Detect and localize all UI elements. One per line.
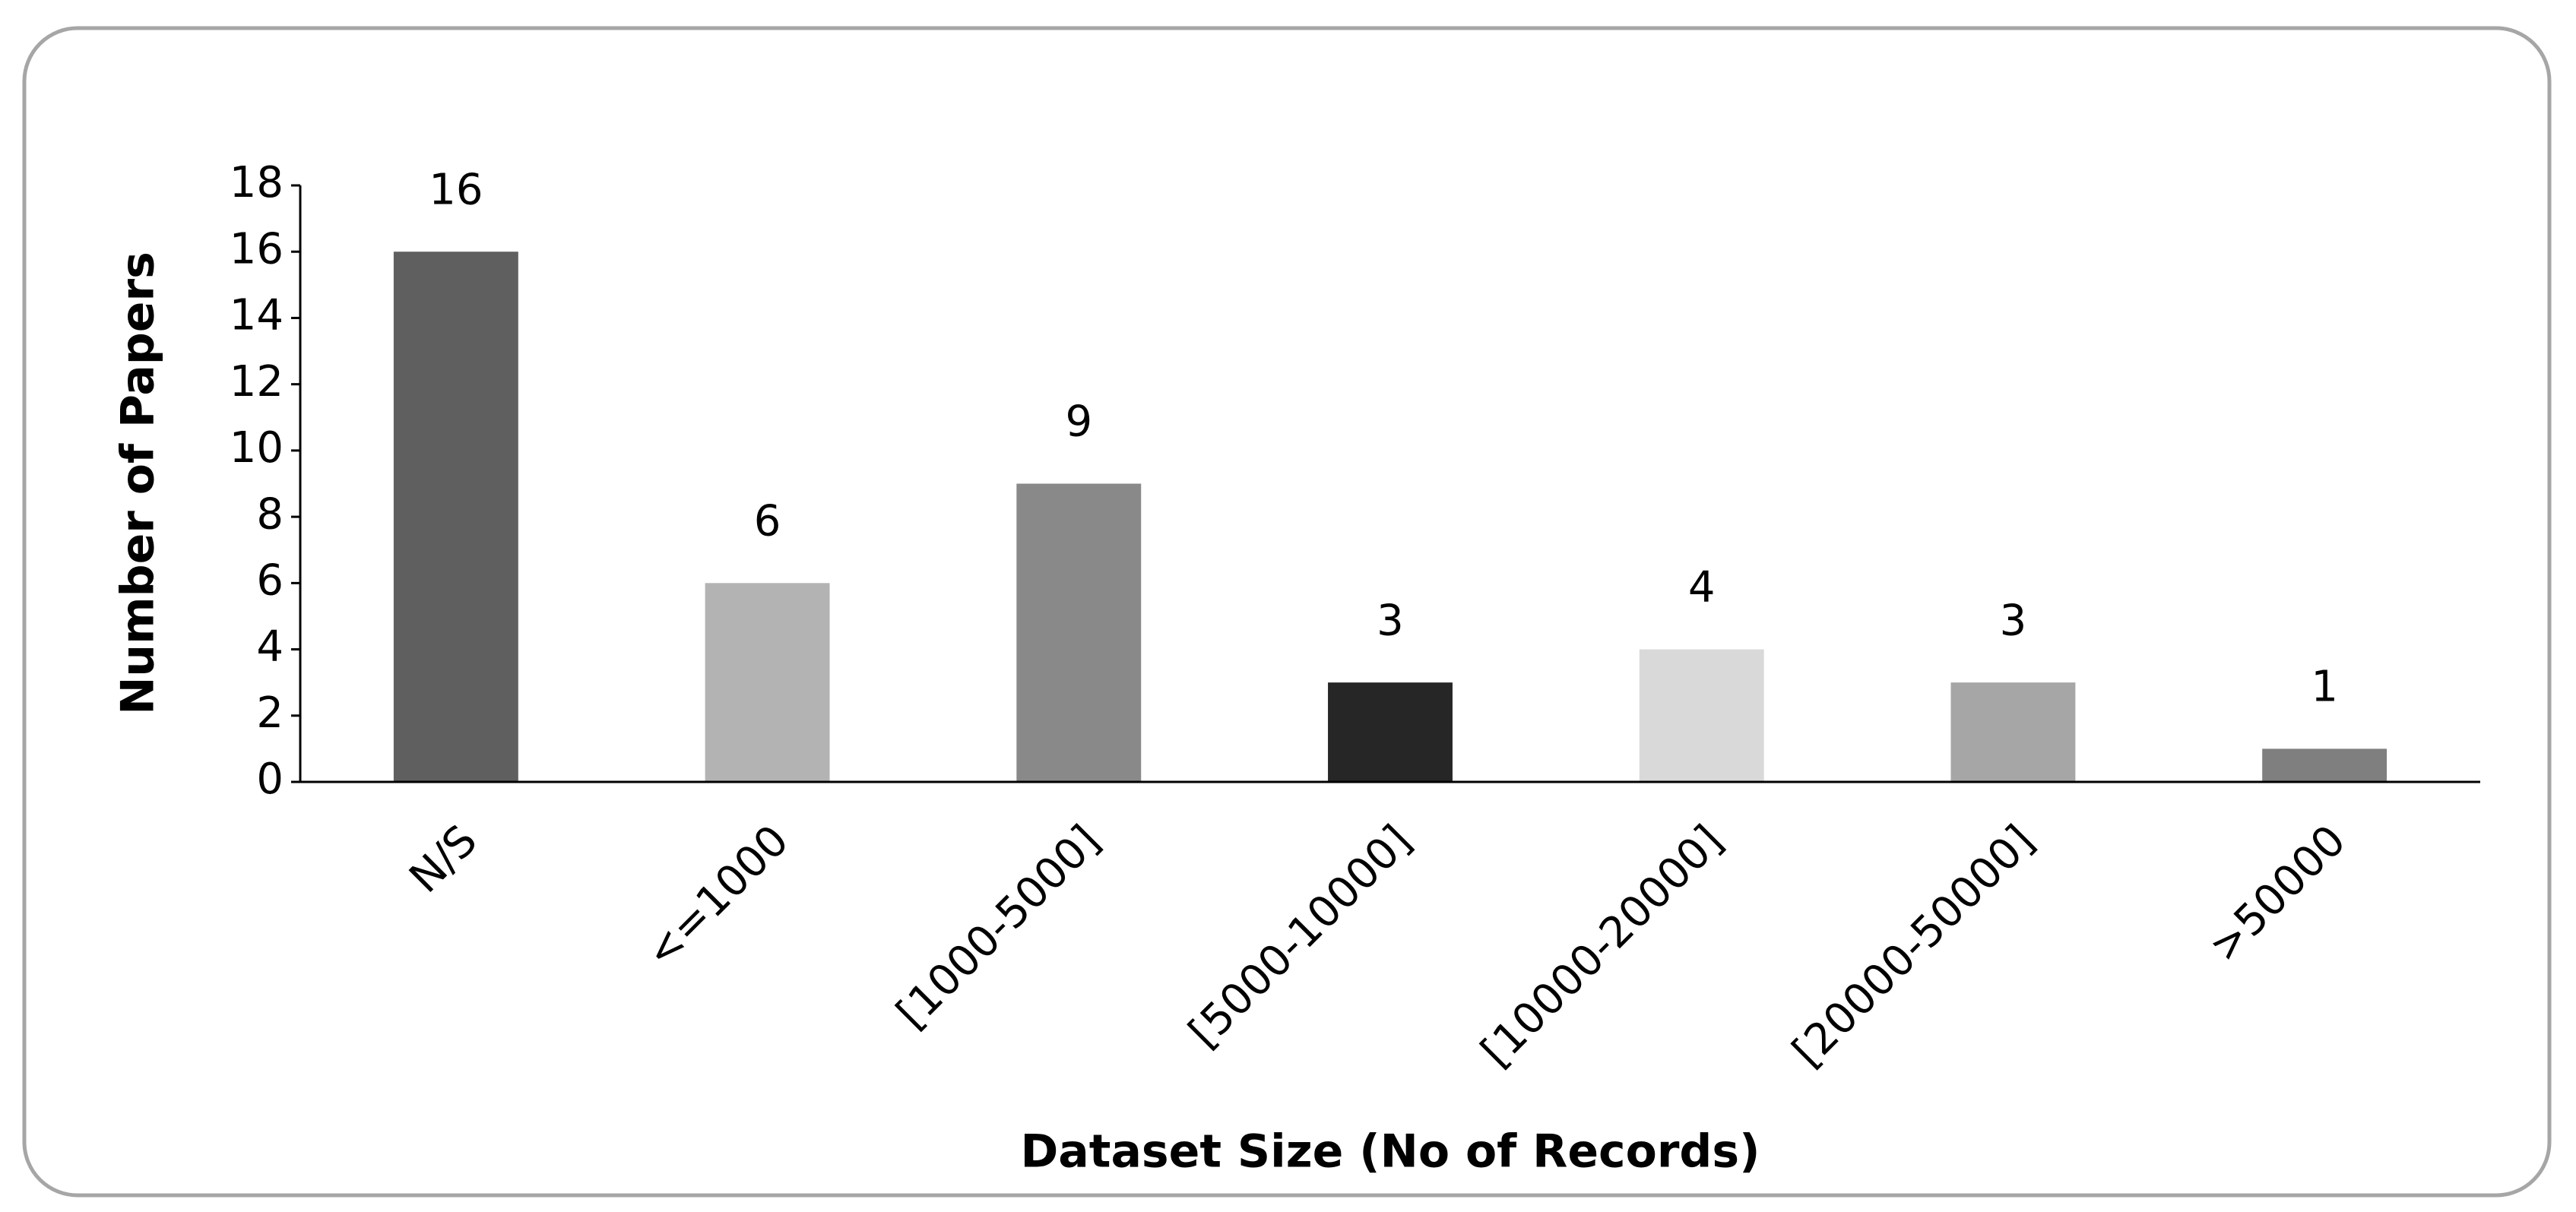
- bar: [1328, 682, 1453, 782]
- data-label: 4: [1688, 563, 1716, 612]
- data-label: 3: [2000, 596, 2027, 645]
- bar: [1639, 649, 1764, 782]
- y-tick-label: 10: [230, 423, 284, 473]
- y-tick-label: 2: [256, 688, 284, 738]
- data-label: 1: [2311, 663, 2338, 712]
- y-tick-label: 16: [230, 224, 284, 274]
- y-tick-label: 4: [256, 622, 284, 672]
- data-label: 16: [429, 165, 483, 214]
- y-tick-label: 0: [256, 755, 284, 804]
- bar: [2262, 748, 2387, 782]
- y-tick-label: 8: [256, 489, 284, 539]
- y-axis-title: Number of Papers: [112, 252, 165, 715]
- bar: [393, 252, 518, 782]
- data-label: 9: [1065, 397, 1092, 447]
- chart-frame: [22, 26, 2552, 1198]
- data-label: 6: [754, 496, 781, 546]
- data-label: 3: [1377, 596, 1404, 645]
- y-tick-label: 6: [256, 555, 284, 605]
- y-tick-label: 12: [230, 357, 284, 407]
- bar: [1950, 682, 2076, 782]
- bar: [1016, 483, 1142, 782]
- bar: [705, 583, 830, 782]
- x-axis-title: Dataset Size (No of Records): [1020, 1125, 1760, 1179]
- y-tick-label: 14: [230, 291, 284, 340]
- y-tick-label: 18: [230, 158, 284, 207]
